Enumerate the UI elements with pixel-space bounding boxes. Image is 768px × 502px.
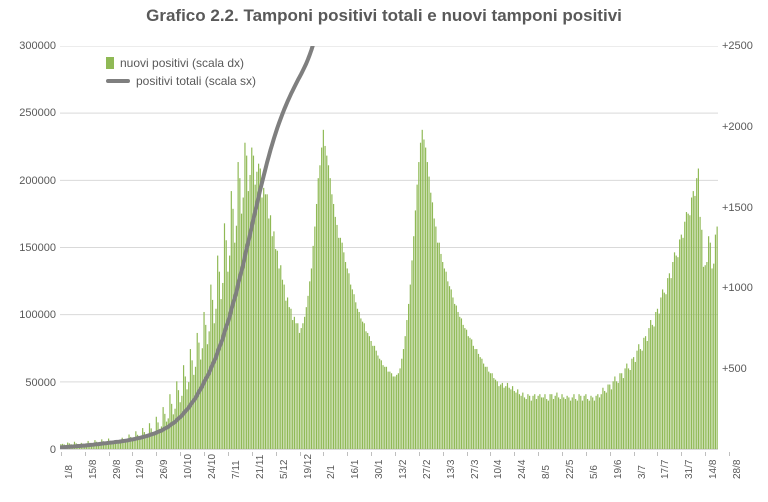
plot-svg [60, 46, 718, 449]
x-tick-label: 26/9 [159, 460, 170, 479]
x-tick [85, 452, 86, 456]
x-tick [156, 452, 157, 456]
x-tick-label: 5/12 [279, 460, 290, 479]
x-axis-labels: 1/8 15/8 29/8 12/9 26/9 10/10 24/10 7/11 21/11 5/… [60, 452, 718, 502]
x-tick [204, 452, 205, 456]
x-tick [490, 452, 491, 456]
x-tick-label: 17/7 [660, 460, 671, 479]
x-tick [347, 452, 348, 456]
y-left-tick: 100000 [0, 309, 56, 321]
x-tick [323, 452, 324, 456]
x-tick [681, 452, 682, 456]
y-left-tick: 0 [0, 444, 56, 456]
x-tick [610, 452, 611, 456]
chart-title: Grafico 2.2. Tamponi positivi totali e n… [0, 6, 768, 26]
x-tick [276, 452, 277, 456]
x-tick-label: 8/5 [541, 465, 552, 479]
x-tick-label: 29/8 [112, 460, 123, 479]
x-tick [467, 452, 468, 456]
y-left-tick: 50000 [0, 377, 56, 389]
x-tick [729, 452, 730, 456]
x-tick-label: 2/1 [326, 465, 337, 479]
x-tick-label: 30/1 [374, 460, 385, 479]
x-tick-label: 27/3 [470, 460, 481, 479]
x-tick-label: 22/5 [565, 460, 576, 479]
x-tick [538, 452, 539, 456]
x-tick [132, 452, 133, 456]
x-tick [657, 452, 658, 456]
x-tick-label: 10/4 [493, 460, 504, 479]
x-tick [562, 452, 563, 456]
x-tick [395, 452, 396, 456]
x-tick-label: 28/8 [732, 460, 743, 479]
y-right-tick: +1500 [722, 202, 768, 214]
x-tick [300, 452, 301, 456]
x-tick [634, 452, 635, 456]
x-tick-label: 19/12 [303, 454, 314, 479]
x-tick [443, 452, 444, 456]
x-tick-label: 13/3 [446, 460, 457, 479]
x-tick-label: 27/2 [422, 460, 433, 479]
y-left-tick: 300000 [0, 40, 56, 52]
y-right-tick: +500 [722, 363, 768, 375]
x-tick-label: 31/7 [684, 460, 695, 479]
x-tick-label: 24/10 [207, 454, 218, 479]
plot-area [60, 46, 718, 450]
y-right-tick: +1000 [722, 282, 768, 294]
x-tick [371, 452, 372, 456]
x-tick-label: 14/8 [708, 460, 719, 479]
x-tick-label: 7/11 [231, 460, 242, 479]
y-right-tick: +2000 [722, 121, 768, 133]
x-tick-label: 15/8 [88, 460, 99, 479]
y-left-tick: 200000 [0, 175, 56, 187]
x-tick-label: 19/6 [613, 460, 624, 479]
x-tick [419, 452, 420, 456]
x-tick [514, 452, 515, 456]
x-tick-label: 13/2 [398, 460, 409, 479]
x-tick-label: 24/4 [517, 460, 528, 479]
x-tick [180, 452, 181, 456]
x-tick [705, 452, 706, 456]
y-left-tick: 250000 [0, 107, 56, 119]
x-tick-label: 5/6 [589, 465, 600, 479]
x-tick [252, 452, 253, 456]
x-tick [61, 452, 62, 456]
y-left-tick: 150000 [0, 242, 56, 254]
x-tick [109, 452, 110, 456]
x-tick-label: 21/11 [255, 455, 266, 479]
x-tick-label: 12/9 [135, 460, 146, 479]
x-tick-label: 3/7 [637, 465, 648, 479]
x-tick-label: 1/8 [64, 465, 75, 479]
chart-container: Grafico 2.2. Tamponi positivi totali e n… [0, 0, 768, 502]
y-right-tick: +2500 [722, 40, 768, 52]
x-tick [586, 452, 587, 456]
x-tick-label: 10/10 [183, 454, 194, 479]
x-tick [228, 452, 229, 456]
x-tick-label: 16/1 [350, 460, 361, 479]
